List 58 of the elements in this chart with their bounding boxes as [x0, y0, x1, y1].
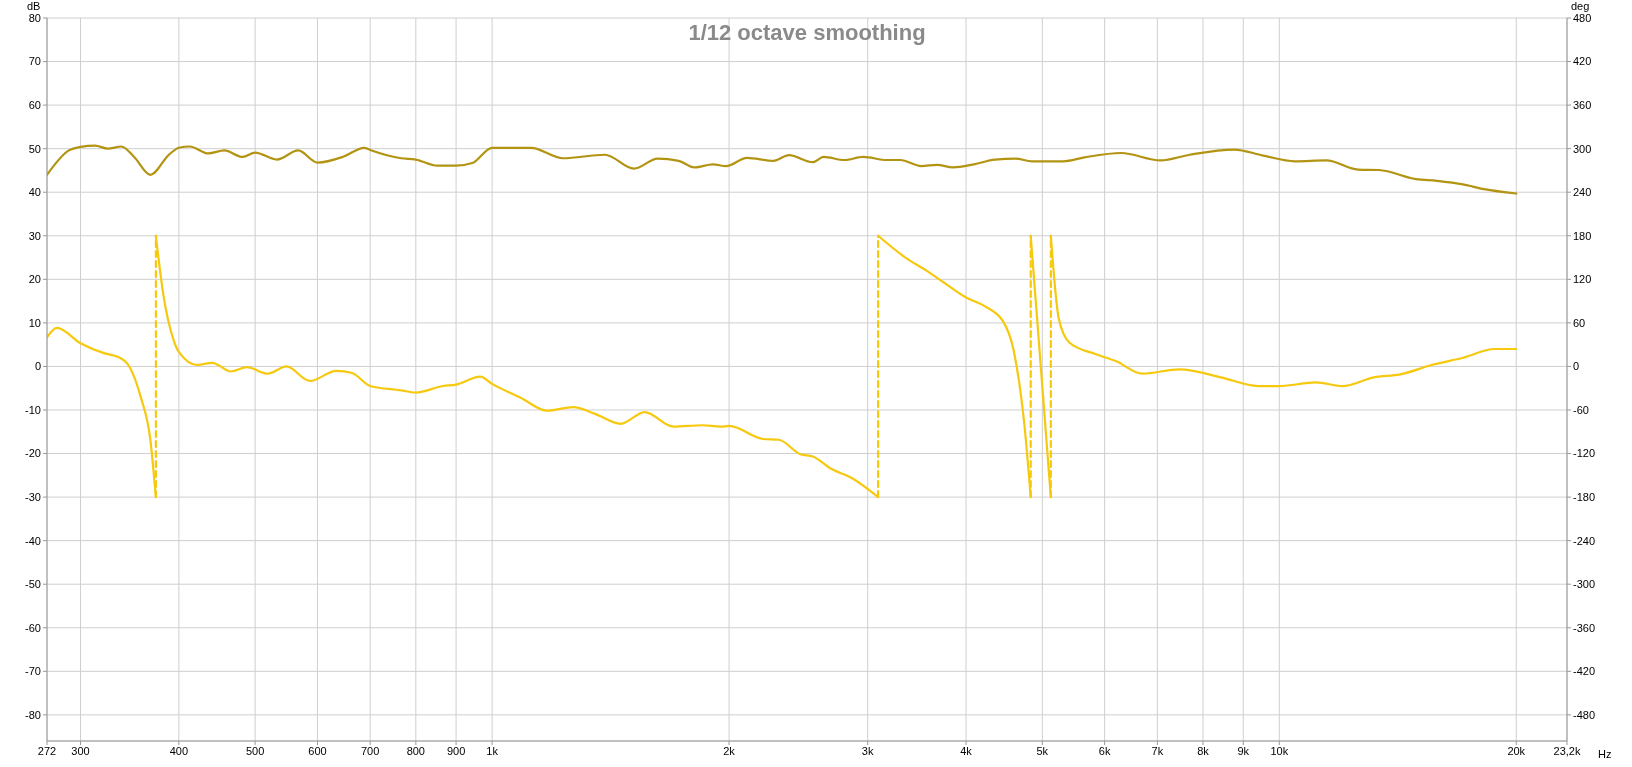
y2-axis-title: deg — [1571, 0, 1590, 12]
x-tick-label: 272 — [37, 744, 57, 757]
y-tick-label: -50 — [25, 578, 41, 591]
y-tick-label: 20 — [28, 273, 41, 286]
y-tick-label: -60 — [25, 621, 41, 634]
y-tick-label: -40 — [25, 534, 41, 547]
y-tick-label: -20 — [25, 447, 41, 460]
x-tick-label: 500 — [245, 744, 265, 757]
x-tick-label: 800 — [406, 744, 425, 757]
y-tick-label: 70 — [28, 55, 41, 68]
x-tick-label: 300 — [71, 744, 90, 757]
y2-tick-label: 120 — [1573, 273, 1592, 286]
x-tick-label: 6k — [1098, 744, 1111, 757]
x-tick-label: 2k — [723, 744, 736, 757]
y2-tick-label: 0 — [1573, 360, 1580, 373]
y-tick-label: 80 — [28, 11, 41, 24]
x-tick-label: 20k — [1507, 744, 1526, 757]
y2-tick-label: -180 — [1573, 491, 1596, 503]
x-tick-label: 23,2k — [1553, 744, 1581, 757]
y-tick-label: 10 — [28, 316, 41, 329]
x-tick-label: 10k — [1270, 744, 1289, 757]
chart-title: 1/12 octave smoothing — [687, 20, 927, 46]
y2-tick-label: 480 — [1573, 11, 1592, 24]
y2-tick-label: 180 — [1573, 229, 1592, 242]
y-tick-label: 30 — [28, 229, 41, 242]
x-tick-label: 600 — [308, 744, 327, 757]
x-tick-label: 700 — [360, 744, 380, 757]
y2-tick-label: -420 — [1573, 665, 1596, 678]
y2-tick-label: 60 — [1573, 316, 1586, 329]
y2-tick-label: -240 — [1573, 534, 1596, 547]
y-axis-title: dB — [27, 0, 41, 12]
y2-tick-label: 420 — [1573, 55, 1592, 68]
y2-tick-label: -480 — [1573, 708, 1596, 721]
x-tick-label: 7k — [1151, 744, 1164, 757]
x-tick-label: 9k — [1237, 744, 1250, 757]
y2-tick-label: 240 — [1573, 186, 1592, 199]
y2-tick-label: -60 — [1573, 403, 1589, 416]
x-tick-label: 900 — [446, 744, 466, 757]
y-tick-label: -80 — [25, 708, 41, 721]
y-tick-label: 0 — [34, 360, 41, 373]
y-tick-label: -10 — [25, 403, 41, 416]
y2-tick-label: -360 — [1573, 621, 1596, 634]
x-tick-label: 4k — [960, 744, 973, 757]
y2-tick-label: 300 — [1573, 142, 1592, 155]
y-tick-label: 40 — [28, 186, 41, 199]
x-tick-label: 3k — [861, 744, 874, 757]
y2-tick-label: -120 — [1573, 447, 1596, 460]
y-tick-label: -30 — [25, 491, 41, 503]
y-tick-label: 60 — [28, 99, 41, 112]
x-axis-title: Hz — [1598, 748, 1612, 760]
y2-tick-label: -300 — [1573, 578, 1596, 591]
y2-tick-label: 360 — [1573, 99, 1592, 112]
y-tick-label: -70 — [25, 665, 41, 678]
x-tick-label: 1k — [486, 744, 499, 757]
x-tick-label: 8k — [1197, 744, 1210, 757]
x-tick-label: 400 — [169, 744, 189, 757]
x-tick-label: 5k — [1036, 744, 1049, 757]
y-tick-label: 50 — [28, 142, 41, 155]
